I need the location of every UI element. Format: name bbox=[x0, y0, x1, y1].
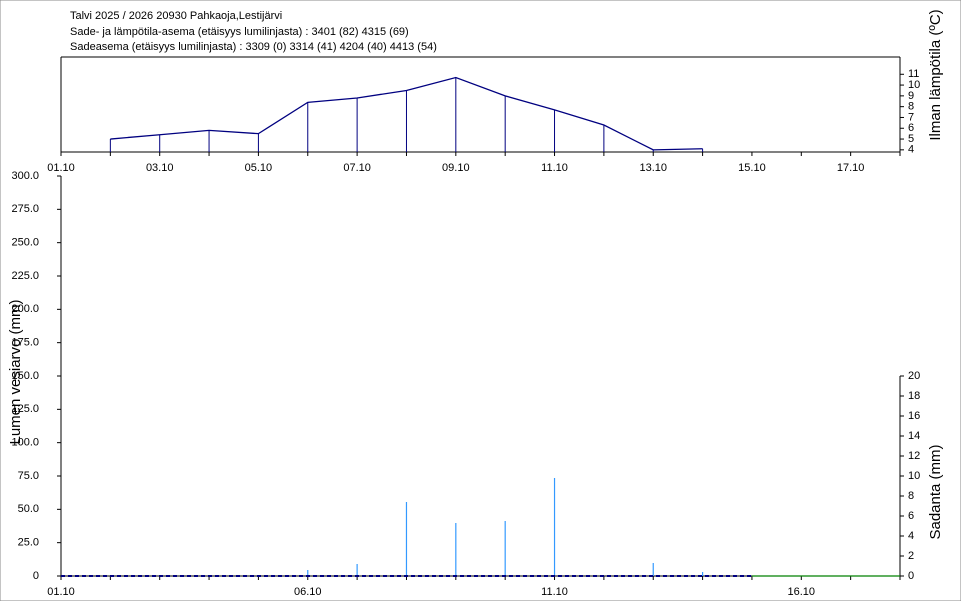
y-tick-label: 4 bbox=[908, 144, 914, 156]
y2-tick-label: 12 bbox=[908, 450, 920, 462]
x-tick-label: 01.10 bbox=[47, 586, 75, 598]
y-tick-label: 5 bbox=[908, 133, 914, 145]
y-axis-title: Ilman lämpötila (ºC) bbox=[927, 9, 944, 140]
x-tick-label: 16.10 bbox=[788, 586, 816, 598]
y-tick-label: 250.0 bbox=[11, 237, 39, 249]
temperature-line bbox=[110, 76, 703, 151]
y2-axis-title: Sadanta (mm) bbox=[927, 444, 944, 539]
y2-tick-label: 16 bbox=[908, 410, 920, 422]
x-tick-label: 17.10 bbox=[837, 162, 865, 174]
x-tick-label: 13.10 bbox=[639, 162, 667, 174]
y-tick-label: 75.0 bbox=[18, 470, 39, 482]
y-tick-label: 200.0 bbox=[11, 303, 39, 315]
y-tick-label: 150.0 bbox=[11, 370, 39, 382]
x-tick-label: 15.10 bbox=[738, 162, 766, 174]
y-tick-label: 275.0 bbox=[11, 203, 39, 215]
header-line: Sadeasema (etäisyys lumilinjasta) : 3309… bbox=[70, 41, 437, 53]
y2-tick-label: 18 bbox=[908, 390, 920, 402]
y2-tick-label: 8 bbox=[908, 490, 914, 502]
y-tick-label: 50.0 bbox=[18, 503, 39, 515]
y-tick-label: 6 bbox=[908, 122, 914, 134]
y-tick-label: 175.0 bbox=[11, 337, 39, 349]
y-tick-label: 10 bbox=[908, 79, 920, 91]
y2-tick-label: 0 bbox=[908, 570, 914, 582]
y-tick-label: 25.0 bbox=[18, 537, 39, 549]
y2-tick-label: 2 bbox=[908, 550, 914, 562]
x-tick-label: 07.10 bbox=[343, 162, 371, 174]
y-tick-label: 11 bbox=[908, 68, 919, 80]
y-tick-label: 9 bbox=[908, 90, 914, 102]
y-tick-label: 8 bbox=[908, 101, 914, 113]
x-tick-label: 09.10 bbox=[442, 162, 470, 174]
y-tick-label: 100.0 bbox=[11, 437, 39, 449]
y2-tick-label: 14 bbox=[908, 430, 920, 442]
x-tick-label: 06.10 bbox=[294, 586, 322, 598]
y-axis-title: Lumen vesiarvo (mm) bbox=[7, 299, 24, 444]
y2-tick-label: 4 bbox=[908, 530, 914, 542]
y-tick-label: 300.0 bbox=[11, 170, 39, 182]
y-tick-label: 125.0 bbox=[11, 403, 39, 415]
y-tick-label: 7 bbox=[908, 111, 914, 123]
x-tick-label: 03.10 bbox=[146, 162, 174, 174]
x-tick-label: 05.10 bbox=[245, 162, 273, 174]
header-line: Sade- ja lämpötila-asema (etäisyys lumil… bbox=[70, 26, 409, 38]
y2-tick-label: 10 bbox=[908, 470, 920, 482]
x-tick-label: 11.10 bbox=[541, 586, 568, 598]
y2-tick-label: 6 bbox=[908, 510, 914, 522]
x-tick-label: 11.10 bbox=[541, 162, 568, 174]
x-tick-label: 01.10 bbox=[47, 162, 75, 174]
header-line: Talvi 2025 / 2026 20930 Pahkaoja,Lestijä… bbox=[70, 10, 282, 22]
y-tick-label: 225.0 bbox=[11, 270, 39, 282]
y-tick-label: 0 bbox=[33, 570, 39, 582]
y2-tick-label: 20 bbox=[908, 370, 920, 382]
